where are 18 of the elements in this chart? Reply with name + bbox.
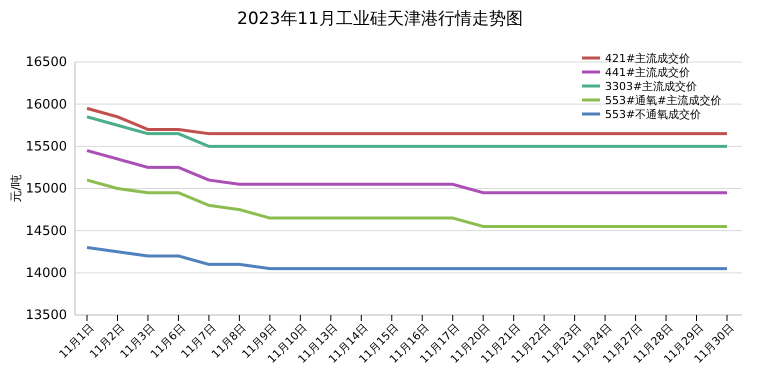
line-series: [86, 246, 728, 270]
y-tick-label: 16000: [26, 97, 67, 112]
line-series: [86, 178, 728, 228]
line-series: [86, 149, 728, 194]
chart-title: 2023年11月工业硅天津港行情走势图: [237, 9, 523, 29]
line-series: [86, 106, 728, 136]
y-tick-label: 15000: [26, 182, 67, 197]
legend-label: 553#通氧#主流成交价: [605, 94, 722, 107]
y-tick-label: 15500: [26, 139, 67, 154]
legend-label: 421#主流成交价: [605, 52, 690, 65]
y-tick-label: 16500: [26, 55, 67, 70]
y-tick-label: 14000: [26, 266, 67, 281]
y-tick-label: 13500: [26, 308, 67, 324]
legend-label: 3303#主流成交价: [605, 80, 698, 93]
y-axis-title: 元/吨: [9, 174, 23, 203]
y-tick-label: 14500: [26, 224, 67, 239]
legend-label: 553#不通氧成交价: [605, 108, 702, 121]
legend-label: 441#主流成交价: [605, 66, 690, 79]
